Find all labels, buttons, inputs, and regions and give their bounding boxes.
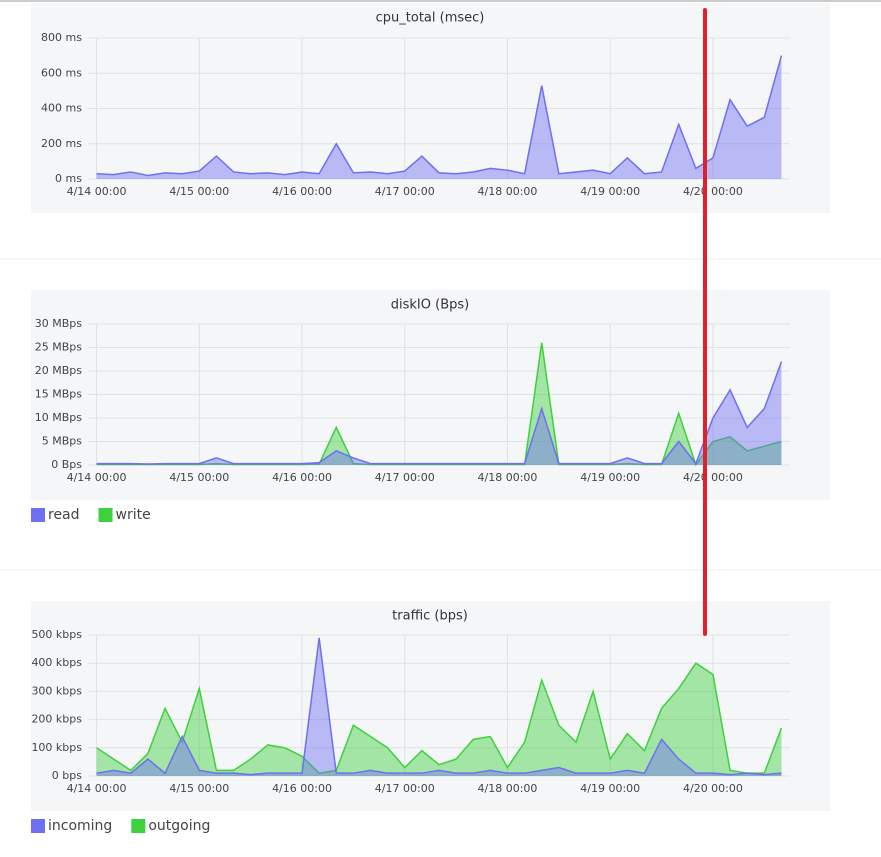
y-tick-label: 200 kbps: [31, 713, 82, 726]
y-tick-label: 300 kbps: [31, 684, 82, 697]
x-tick-label: 4/18 00:00: [478, 185, 538, 198]
area-fill: [96, 663, 782, 776]
y-tick-label: 25 MBps: [35, 341, 83, 354]
chart-title: cpu_total (msec): [376, 11, 485, 26]
series-line: [96, 342, 782, 467]
y-tick-label: 30 MBps: [35, 317, 83, 330]
y-tick-label: 10 MBps: [35, 411, 83, 424]
y-tick-label: 5 MBps: [42, 435, 83, 448]
legend-label: outgoing: [148, 818, 210, 834]
x-tick-label: 4/16 00:00: [272, 185, 332, 198]
y-tick-label: 0 ms: [55, 172, 82, 185]
x-tick-label: 4/17 00:00: [375, 471, 435, 484]
legend-label: read: [48, 507, 80, 523]
x-tick-label: 4/20 00:00: [683, 782, 743, 795]
y-tick-label: 400 kbps: [31, 656, 82, 669]
x-tick-label: 4/17 00:00: [375, 185, 435, 198]
legend-swatch: [31, 508, 45, 522]
legend-swatch: [31, 819, 45, 833]
x-tick-label: 4/15 00:00: [169, 185, 229, 198]
series-line: [96, 361, 783, 466]
x-tick-label: 4/20 00:00: [683, 471, 743, 484]
chart-title: diskIO (Bps): [391, 298, 469, 313]
x-tick-label: 4/15 00:00: [169, 782, 229, 795]
area-fill: [96, 361, 782, 465]
y-tick-label: 600 ms: [41, 66, 82, 79]
x-tick-label: 4/15 00:00: [169, 471, 229, 484]
y-tick-label: 200 ms: [41, 137, 82, 150]
x-tick-label: 4/19 00:00: [580, 185, 640, 198]
y-tick-label: 400 ms: [41, 102, 82, 115]
x-tick-label: 4/18 00:00: [478, 471, 538, 484]
legend-swatch: [131, 819, 146, 833]
y-tick-label: 100 kbps: [31, 741, 82, 754]
y-tick-label: 15 MBps: [35, 388, 83, 401]
legend-label: write: [116, 507, 151, 523]
y-tick-label: 0 bps: [52, 769, 82, 782]
area-fill: [96, 55, 782, 179]
x-tick-label: 4/18 00:00: [478, 782, 538, 795]
y-tick-label: 800 ms: [41, 31, 82, 44]
x-tick-label: 4/19 00:00: [580, 471, 640, 484]
legend-swatch: [98, 508, 113, 522]
y-tick-label: 500 kbps: [31, 628, 82, 641]
x-tick-label: 4/19 00:00: [580, 782, 640, 795]
x-tick-label: 4/17 00:00: [375, 782, 435, 795]
x-tick-label: 4/16 00:00: [272, 471, 332, 484]
x-tick-label: 4/14 00:00: [67, 782, 127, 795]
x-tick-label: 4/14 00:00: [67, 471, 127, 484]
x-tick-label: 4/20 00:00: [683, 185, 743, 198]
legend-label: incoming: [48, 818, 112, 834]
x-tick-label: 4/16 00:00: [272, 782, 332, 795]
series-line: [96, 662, 783, 774]
series-line: [96, 55, 783, 177]
y-tick-label: 0 Bps: [51, 458, 82, 471]
x-tick-label: 4/14 00:00: [67, 185, 127, 198]
area-fill: [96, 342, 782, 465]
chart-title: traffic (bps): [392, 609, 468, 624]
y-tick-label: 20 MBps: [35, 364, 83, 377]
series-line: [96, 637, 782, 776]
